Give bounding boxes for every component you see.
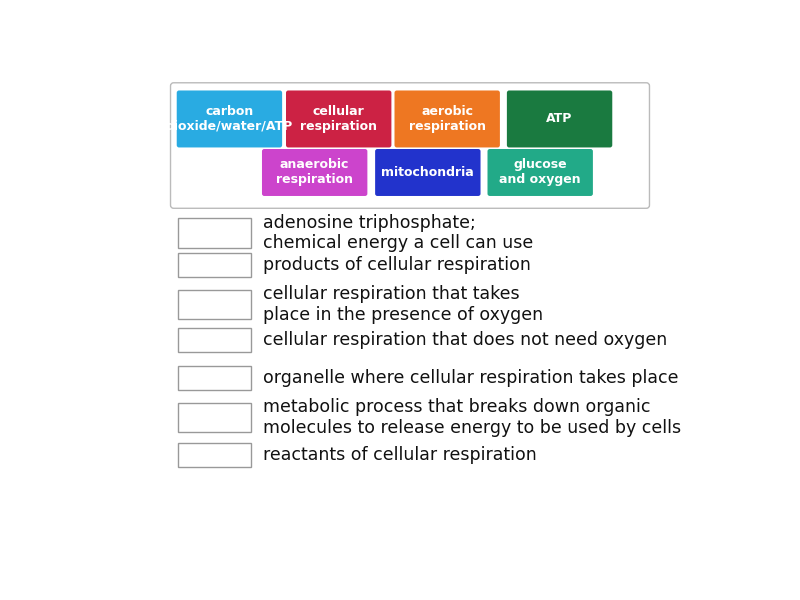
Text: glucose
and oxygen: glucose and oxygen <box>499 158 581 187</box>
Text: ATP: ATP <box>546 112 573 125</box>
Text: cellular
respiration: cellular respiration <box>300 105 378 133</box>
Text: mitochondria: mitochondria <box>382 166 474 179</box>
FancyBboxPatch shape <box>507 91 612 148</box>
FancyBboxPatch shape <box>170 83 650 208</box>
Text: anaerobic
respiration: anaerobic respiration <box>276 158 353 187</box>
Text: reactants of cellular respiration: reactants of cellular respiration <box>262 446 537 464</box>
FancyBboxPatch shape <box>178 253 251 277</box>
Text: cellular respiration that takes
place in the presence of oxygen: cellular respiration that takes place in… <box>262 285 543 324</box>
FancyBboxPatch shape <box>178 443 251 467</box>
Text: organelle where cellular respiration takes place: organelle where cellular respiration tak… <box>262 369 678 387</box>
FancyBboxPatch shape <box>178 218 251 248</box>
FancyBboxPatch shape <box>286 91 391 148</box>
FancyBboxPatch shape <box>375 149 481 196</box>
FancyBboxPatch shape <box>262 149 367 196</box>
FancyBboxPatch shape <box>178 328 251 352</box>
FancyBboxPatch shape <box>177 91 282 148</box>
Text: products of cellular respiration: products of cellular respiration <box>262 256 530 274</box>
FancyBboxPatch shape <box>178 403 251 433</box>
Text: carbon
dioxide/water/ATP: carbon dioxide/water/ATP <box>166 105 293 133</box>
Text: metabolic process that breaks down organic
molecules to release energy to be use: metabolic process that breaks down organ… <box>262 398 681 437</box>
FancyBboxPatch shape <box>178 290 251 319</box>
Text: aerobic
respiration: aerobic respiration <box>409 105 486 133</box>
FancyBboxPatch shape <box>394 91 500 148</box>
FancyBboxPatch shape <box>487 149 593 196</box>
Text: adenosine triphosphate;
chemical energy a cell can use: adenosine triphosphate; chemical energy … <box>262 214 533 253</box>
Text: cellular respiration that does not need oxygen: cellular respiration that does not need … <box>262 331 667 349</box>
FancyBboxPatch shape <box>178 366 251 390</box>
